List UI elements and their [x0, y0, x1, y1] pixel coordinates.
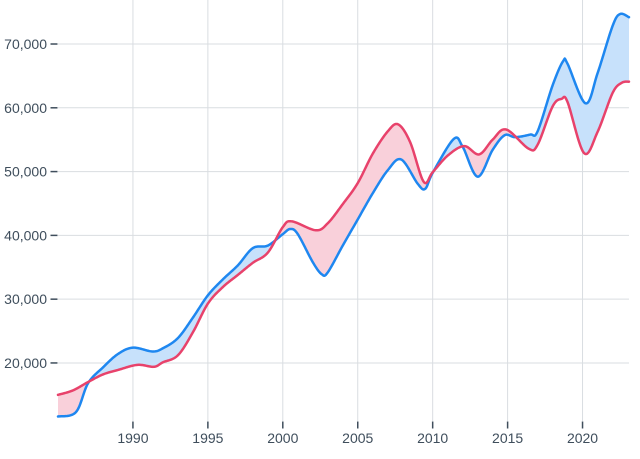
y-tick-label: 30,000	[4, 291, 47, 307]
y-tick-label: 40,000	[4, 227, 47, 243]
y-tick-label: 20,000	[4, 355, 47, 371]
blue-line	[56, 12, 631, 418]
y-tick-label: 60,000	[4, 100, 47, 116]
lines-layer	[56, 12, 631, 418]
fill-blue-above	[516, 13, 629, 155]
labels-layer: 20,000 30,000 40,000 50,000 60,000 70,000 1990…	[4, 36, 598, 446]
fill-red-above	[58, 381, 90, 417]
fill-red-above	[275, 123, 434, 276]
y-tick-label: 70,000	[4, 36, 47, 52]
x-tick-label: 2015	[492, 430, 523, 446]
red-line	[56, 80, 631, 397]
gridlines-layer	[58, 0, 629, 421]
x-tick-label: 2005	[342, 430, 373, 446]
fills-layer	[58, 13, 629, 417]
ticks-layer	[50, 43, 584, 429]
x-tick-label: 2020	[567, 430, 598, 446]
x-tick-label: 2000	[267, 430, 298, 446]
fill-blue-above	[89, 240, 276, 382]
fill-red-above	[462, 129, 517, 177]
x-tick-label: 2010	[417, 430, 448, 446]
x-tick-label: 1990	[117, 430, 148, 446]
y-tick-label: 50,000	[4, 164, 47, 180]
x-tick-label: 1995	[192, 430, 223, 446]
